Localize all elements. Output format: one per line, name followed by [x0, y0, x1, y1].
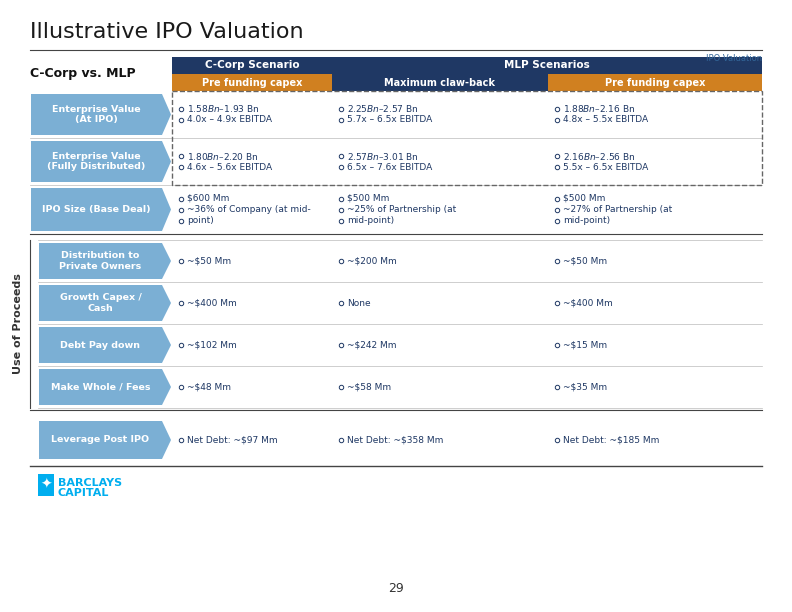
Text: Leverage Post IPO: Leverage Post IPO — [51, 436, 150, 444]
Text: $1.88 Bn – $2.16 Bn: $1.88 Bn – $2.16 Bn — [563, 103, 635, 114]
Text: Growth Capex /
Cash: Growth Capex / Cash — [59, 293, 142, 313]
Text: 5.5x – 6.5x EBITDA: 5.5x – 6.5x EBITDA — [563, 163, 648, 171]
Polygon shape — [39, 243, 171, 279]
Text: mid-point): mid-point) — [563, 216, 610, 225]
Text: ~$102 Mm: ~$102 Mm — [187, 340, 237, 349]
Text: BARCLAYS: BARCLAYS — [58, 478, 122, 488]
Text: Pre funding capex: Pre funding capex — [605, 78, 705, 88]
Polygon shape — [31, 141, 171, 182]
Text: ~$400 Mm: ~$400 Mm — [563, 299, 613, 307]
Text: ~27% of Partnership (at: ~27% of Partnership (at — [563, 205, 672, 214]
Text: ~$50 Mm: ~$50 Mm — [187, 256, 231, 266]
Text: $600 Mm: $600 Mm — [187, 194, 230, 203]
Text: $500 Mm: $500 Mm — [563, 194, 605, 203]
Polygon shape — [39, 327, 171, 363]
FancyBboxPatch shape — [38, 474, 54, 496]
Text: ~25% of Partnership (at: ~25% of Partnership (at — [347, 205, 456, 214]
Polygon shape — [39, 421, 171, 459]
Text: $1.58 Bn – $1.93 Bn: $1.58 Bn – $1.93 Bn — [187, 103, 260, 114]
Text: C-Corp vs. MLP: C-Corp vs. MLP — [30, 67, 135, 81]
Text: 4.6x – 5.6x EBITDA: 4.6x – 5.6x EBITDA — [187, 163, 272, 171]
Text: ~$400 Mm: ~$400 Mm — [187, 299, 237, 307]
Text: Use of Proceeds: Use of Proceeds — [13, 274, 23, 375]
Text: ~$15 Mm: ~$15 Mm — [563, 340, 607, 349]
Text: Enterprise Value
(At IPO): Enterprise Value (At IPO) — [52, 105, 141, 124]
Text: Net Debt: ~$358 Mm: Net Debt: ~$358 Mm — [347, 436, 444, 444]
Text: Illustrative IPO Valuation: Illustrative IPO Valuation — [30, 22, 303, 42]
Text: ~$200 Mm: ~$200 Mm — [347, 256, 397, 266]
FancyBboxPatch shape — [332, 74, 548, 91]
Text: 29: 29 — [388, 582, 404, 595]
Text: $2.25 Bn – $2.57 Bn: $2.25 Bn – $2.57 Bn — [347, 103, 418, 114]
Text: Net Debt: ~$97 Mm: Net Debt: ~$97 Mm — [187, 436, 278, 444]
FancyBboxPatch shape — [172, 74, 332, 91]
Text: 4.8x – 5.5x EBITDA: 4.8x – 5.5x EBITDA — [563, 116, 648, 124]
Text: 5.7x – 6.5x EBITDA: 5.7x – 6.5x EBITDA — [347, 116, 432, 124]
Text: 6.5x – 7.6x EBITDA: 6.5x – 7.6x EBITDA — [347, 163, 432, 171]
Text: ~$58 Mm: ~$58 Mm — [347, 382, 391, 392]
Text: Maximum claw-back: Maximum claw-back — [384, 78, 496, 88]
Text: Distribution to
Private Owners: Distribution to Private Owners — [59, 252, 142, 271]
Text: $2.16 Bn – $2.56 Bn: $2.16 Bn – $2.56 Bn — [563, 151, 635, 162]
Text: ~$50 Mm: ~$50 Mm — [563, 256, 607, 266]
Text: IPO Size (Base Deal): IPO Size (Base Deal) — [42, 205, 150, 214]
Text: ~$242 Mm: ~$242 Mm — [347, 340, 397, 349]
Text: $500 Mm: $500 Mm — [347, 194, 390, 203]
Polygon shape — [31, 94, 171, 135]
Text: Net Debt: ~$185 Mm: Net Debt: ~$185 Mm — [563, 436, 660, 444]
Text: 4.0x – 4.9x EBITDA: 4.0x – 4.9x EBITDA — [187, 116, 272, 124]
Polygon shape — [39, 285, 171, 321]
FancyBboxPatch shape — [548, 74, 762, 91]
FancyBboxPatch shape — [332, 57, 762, 74]
Text: None: None — [347, 299, 371, 307]
Text: Pre funding capex: Pre funding capex — [202, 78, 303, 88]
Polygon shape — [31, 188, 171, 231]
Text: Make Whole / Fees: Make Whole / Fees — [51, 382, 150, 392]
Text: Enterprise Value
(Fully Distributed): Enterprise Value (Fully Distributed) — [48, 152, 146, 171]
Polygon shape — [39, 369, 171, 405]
Text: MLP Scenarios: MLP Scenarios — [505, 61, 590, 70]
Text: C-Corp Scenario: C-Corp Scenario — [204, 61, 299, 70]
Text: ~36% of Company (at mid-: ~36% of Company (at mid- — [187, 205, 310, 214]
Text: $2.57 Bn – $3.01 Bn: $2.57 Bn – $3.01 Bn — [347, 151, 419, 162]
Text: ~$48 Mm: ~$48 Mm — [187, 382, 231, 392]
Text: $1.80 Bn – $2.20 Bn: $1.80 Bn – $2.20 Bn — [187, 151, 259, 162]
Text: ✦: ✦ — [40, 478, 51, 492]
Text: Debt Pay down: Debt Pay down — [60, 340, 140, 349]
Text: CAPITAL: CAPITAL — [58, 488, 109, 498]
Text: IPO Valuation: IPO Valuation — [706, 54, 762, 63]
FancyBboxPatch shape — [172, 57, 332, 74]
Text: mid-point): mid-point) — [347, 216, 394, 225]
Text: ~$35 Mm: ~$35 Mm — [563, 382, 607, 392]
Text: point): point) — [187, 216, 214, 225]
